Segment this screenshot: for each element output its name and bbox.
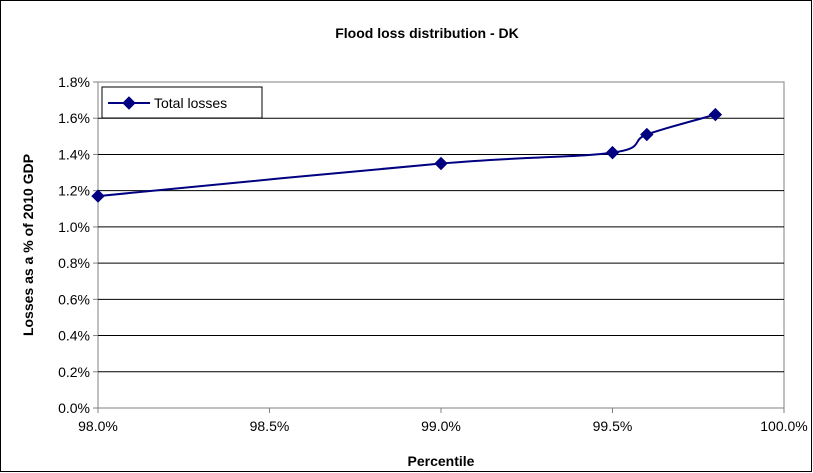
- y-axis-ticks: 0.0% 0.2% 0.4% 0.6% 0.8% 1.0% 1.2% 1.4% 1.6% 1.8%: [58, 74, 98, 416]
- x-tick-label-3: 99.5%: [593, 418, 633, 434]
- x-tick-label-2: 99.0%: [421, 418, 461, 434]
- legend-label-total-losses: Total losses: [154, 95, 227, 111]
- x-axis-title: Percentile: [408, 453, 475, 469]
- y-tick-label-9: 1.8%: [58, 74, 90, 90]
- y-tick-label-1: 0.2%: [58, 364, 90, 380]
- y-tick-label-0: 0.0%: [58, 400, 90, 416]
- y-tick-label-7: 1.4%: [58, 146, 90, 162]
- y-tick-label-2: 0.4%: [58, 328, 90, 344]
- y-axis-title: Losses as a % of 2010 GDP: [20, 154, 36, 336]
- x-axis-ticks: 98.0% 98.5% 99.0% 99.5% 100.0%: [78, 408, 808, 434]
- chart-title: Flood loss distribution - DK: [335, 25, 519, 41]
- y-tick-label-4: 0.8%: [58, 255, 90, 271]
- plot-area: [98, 82, 784, 408]
- x-tick-label-4: 100.0%: [760, 418, 807, 434]
- y-tick-label-8: 1.6%: [58, 110, 90, 126]
- y-tick-label-6: 1.2%: [58, 183, 90, 199]
- legend: Total losses: [102, 87, 262, 118]
- x-tick-label-1: 98.5%: [250, 418, 290, 434]
- y-tick-label-3: 0.6%: [58, 291, 90, 307]
- y-tick-label-5: 1.0%: [58, 219, 90, 235]
- x-tick-label-0: 98.0%: [78, 418, 118, 434]
